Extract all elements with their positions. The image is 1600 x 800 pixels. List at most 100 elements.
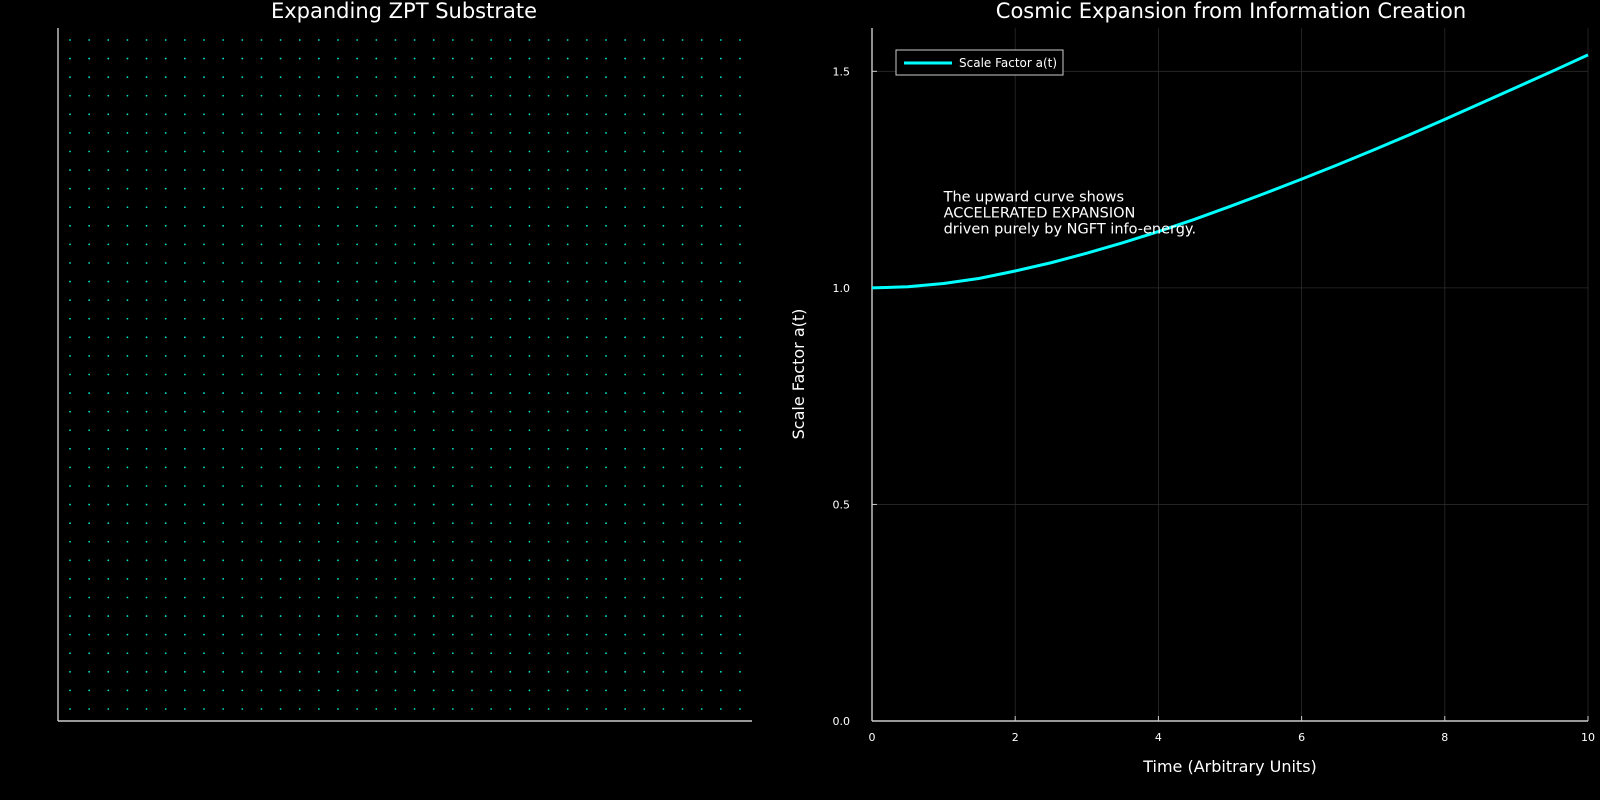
substrate-point	[279, 596, 282, 599]
substrate-point	[566, 169, 569, 171]
substrate-point	[375, 578, 378, 580]
substrate-point	[164, 559, 167, 562]
substrate-point	[69, 540, 71, 543]
substrate-point	[298, 633, 301, 636]
substrate-point	[662, 392, 665, 394]
substrate-point	[107, 113, 110, 116]
x-tick-label: 6	[1298, 731, 1305, 744]
substrate-point	[681, 39, 684, 41]
substrate-point	[471, 299, 473, 302]
substrate-point	[471, 39, 473, 41]
substrate-point	[451, 447, 454, 450]
substrate-point	[260, 262, 263, 264]
substrate-point	[624, 373, 627, 376]
substrate-point	[164, 578, 167, 580]
substrate-point	[298, 559, 301, 562]
substrate-point	[260, 522, 263, 525]
substrate-point	[241, 132, 244, 134]
substrate-point	[528, 224, 531, 227]
substrate-point	[700, 392, 703, 394]
substrate-point	[700, 206, 703, 209]
substrate-point	[739, 410, 741, 413]
substrate-point	[739, 578, 741, 580]
substrate-point	[145, 466, 148, 469]
substrate-point	[164, 224, 167, 227]
substrate-point	[585, 522, 588, 525]
substrate-point	[337, 429, 339, 432]
substrate-point	[183, 447, 186, 450]
substrate-point	[585, 410, 588, 413]
substrate-point	[605, 355, 607, 357]
substrate-point	[107, 280, 110, 283]
substrate-point	[719, 392, 722, 394]
substrate-point	[337, 150, 339, 153]
substrate-point	[375, 410, 378, 413]
substrate-point	[719, 57, 722, 60]
substrate-point	[739, 466, 741, 469]
substrate-point	[69, 615, 71, 617]
substrate-point	[279, 113, 282, 116]
substrate-point	[566, 559, 569, 562]
substrate-point	[356, 708, 359, 710]
substrate-point	[222, 132, 225, 134]
substrate-point	[605, 169, 607, 171]
substrate-point	[317, 299, 320, 302]
substrate-point	[490, 57, 493, 60]
substrate-point	[203, 578, 205, 580]
substrate-point	[241, 559, 244, 562]
substrate-point	[739, 76, 741, 79]
substrate-point	[528, 522, 531, 525]
substrate-point	[375, 596, 378, 599]
substrate-point	[413, 76, 416, 79]
substrate-point	[547, 392, 550, 394]
substrate-point	[222, 39, 225, 41]
substrate-point	[413, 596, 416, 599]
substrate-point	[585, 150, 588, 153]
substrate-point	[719, 132, 722, 134]
substrate-point	[298, 317, 301, 320]
substrate-point	[547, 708, 550, 710]
substrate-point	[69, 262, 71, 264]
substrate-point	[88, 243, 91, 246]
substrate-point	[107, 299, 110, 302]
substrate-point	[624, 466, 627, 469]
substrate-point	[337, 206, 339, 209]
substrate-point	[337, 540, 339, 543]
substrate-point	[164, 466, 167, 469]
substrate-point	[337, 485, 339, 487]
substrate-point	[700, 447, 703, 450]
substrate-point	[413, 336, 416, 339]
substrate-point	[509, 132, 512, 134]
substrate-point	[126, 708, 129, 710]
substrate-point	[681, 299, 684, 302]
substrate-point	[145, 76, 148, 79]
substrate-point	[605, 559, 607, 562]
substrate-point	[413, 280, 416, 283]
substrate-point	[203, 633, 205, 636]
substrate-point	[337, 633, 339, 636]
substrate-point	[394, 39, 397, 41]
substrate-point	[547, 94, 550, 97]
substrate-point	[432, 224, 435, 227]
substrate-point	[624, 540, 627, 543]
y-tick-label: 1.5	[833, 65, 851, 78]
substrate-point	[183, 76, 186, 79]
substrate-point	[394, 373, 397, 376]
substrate-point	[624, 206, 627, 209]
annotation-line-2: ACCELERATED EXPANSION	[944, 205, 1136, 221]
substrate-point	[528, 243, 531, 246]
substrate-point	[317, 94, 320, 97]
substrate-point	[88, 76, 91, 79]
substrate-point	[432, 633, 435, 636]
substrate-point	[662, 578, 665, 580]
substrate-point	[471, 596, 473, 599]
substrate-point	[88, 708, 91, 710]
substrate-point	[739, 689, 741, 692]
substrate-point	[260, 466, 263, 469]
substrate-point	[145, 187, 148, 190]
substrate-point	[509, 206, 512, 209]
substrate-point	[547, 689, 550, 692]
substrate-point	[203, 262, 205, 264]
substrate-point	[451, 670, 454, 673]
substrate-point	[183, 559, 186, 562]
